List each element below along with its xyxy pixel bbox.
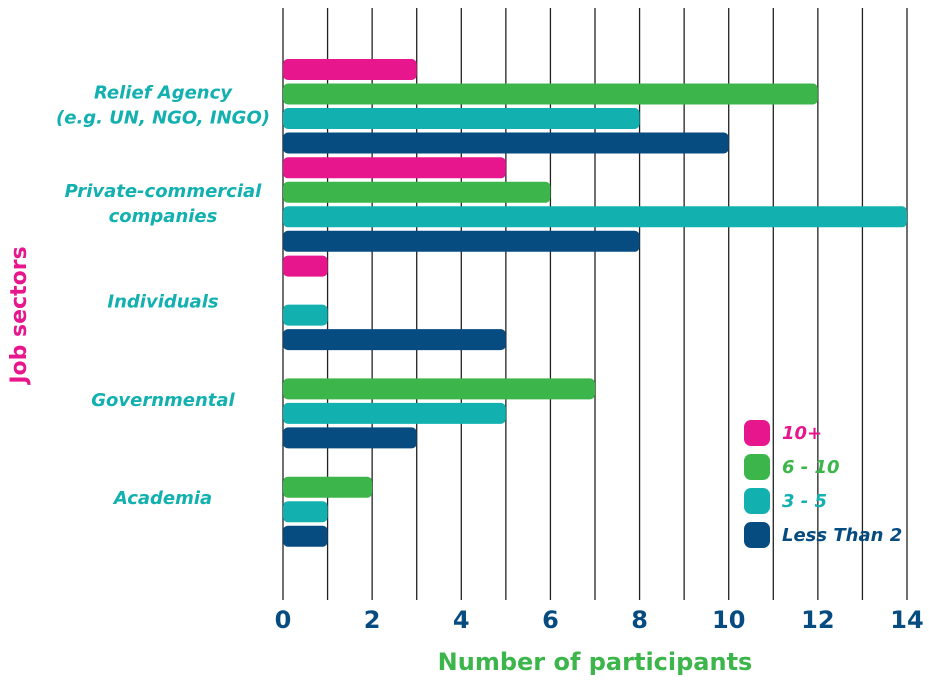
legend-swatch (744, 454, 770, 480)
bar (283, 59, 417, 80)
bar (283, 525, 328, 547)
x-tick-label: 6 (542, 606, 559, 634)
legend-label: 10+ (782, 423, 822, 444)
x-tick-label: 2 (364, 606, 381, 634)
legend-swatch (744, 522, 770, 548)
x-tick-label: 8 (631, 606, 648, 634)
bar (283, 157, 506, 179)
bar (283, 255, 328, 277)
legend-label: Less Than 2 (782, 525, 902, 546)
bar (283, 132, 729, 154)
y-tick-label: (e.g. UN, NGO, INGO) (56, 108, 270, 129)
bar (283, 181, 551, 203)
y-tick-label: Governmental (91, 390, 235, 411)
y-tick-label: Academia (112, 488, 212, 509)
legend-label: 3 - 5 (782, 491, 827, 512)
x-tick-label: 10 (712, 606, 745, 634)
bar (283, 501, 328, 523)
bar (283, 427, 417, 449)
x-tick-label: 12 (801, 606, 834, 634)
y-tick-label: Relief Agency (94, 83, 233, 104)
bar (283, 378, 595, 400)
x-axis-label: Number of participants (438, 648, 753, 676)
bar (283, 304, 328, 326)
bar (283, 329, 506, 351)
y-tick-label: Individuals (107, 292, 218, 313)
x-tick-label: 0 (275, 606, 292, 634)
y-axis-label: Job sectors (7, 246, 32, 385)
legend-label: 6 - 10 (782, 457, 840, 478)
bar (283, 402, 506, 424)
x-tick-label: 14 (890, 606, 923, 634)
legend-swatch (744, 488, 770, 514)
y-tick-label: companies (109, 206, 218, 227)
legend-swatch (744, 420, 770, 446)
bar (283, 83, 818, 105)
bar (283, 206, 907, 228)
x-tick-label: 4 (453, 606, 470, 634)
bar (283, 230, 640, 252)
bar (283, 476, 373, 498)
bar (283, 108, 640, 129)
y-tick-label: Private-commercial (65, 181, 262, 202)
